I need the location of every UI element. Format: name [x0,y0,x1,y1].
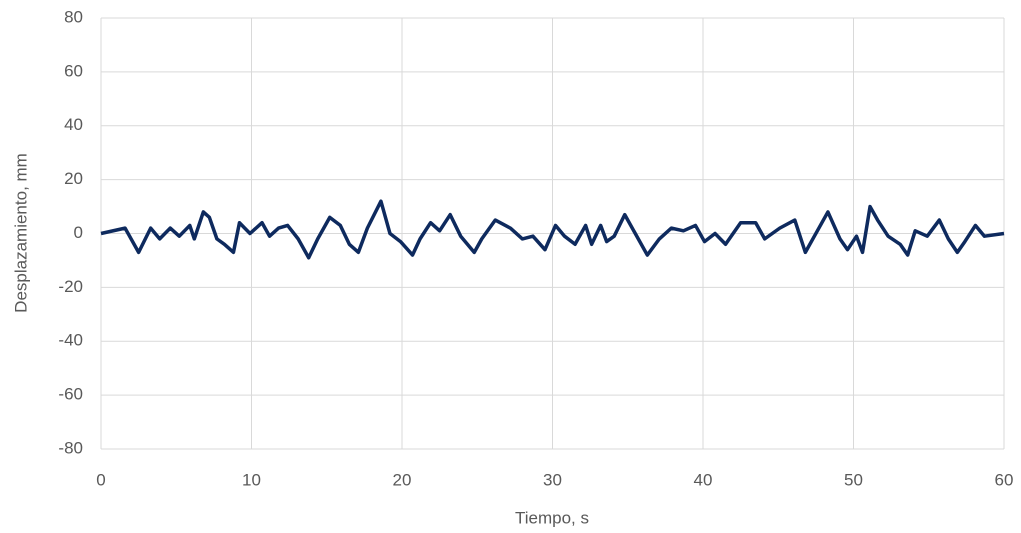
y-axis-label: Desplazamiento, mm [11,153,30,313]
x-axis-label: Tiempo, s [515,508,589,527]
x-tick-label: 50 [844,470,863,489]
x-tick-label: 60 [995,470,1014,489]
x-tick-label: 30 [543,470,562,489]
x-tick-label: 20 [393,470,412,489]
x-tick-label: 0 [96,470,105,489]
y-tick-label: 80 [64,7,83,26]
y-tick-label: 40 [64,115,83,134]
x-tick-label: 10 [242,470,261,489]
y-tick-label: -60 [58,385,83,404]
y-tick-label: -40 [58,331,83,350]
y-tick-label: -80 [58,438,83,457]
y-tick-label: 20 [64,169,83,188]
data-line [100,199,1005,260]
x-tick-label: 40 [694,470,713,489]
y-tick-label: -20 [58,277,83,296]
y-tick-label: 0 [74,223,83,242]
y-tick-label: 60 [64,61,83,80]
